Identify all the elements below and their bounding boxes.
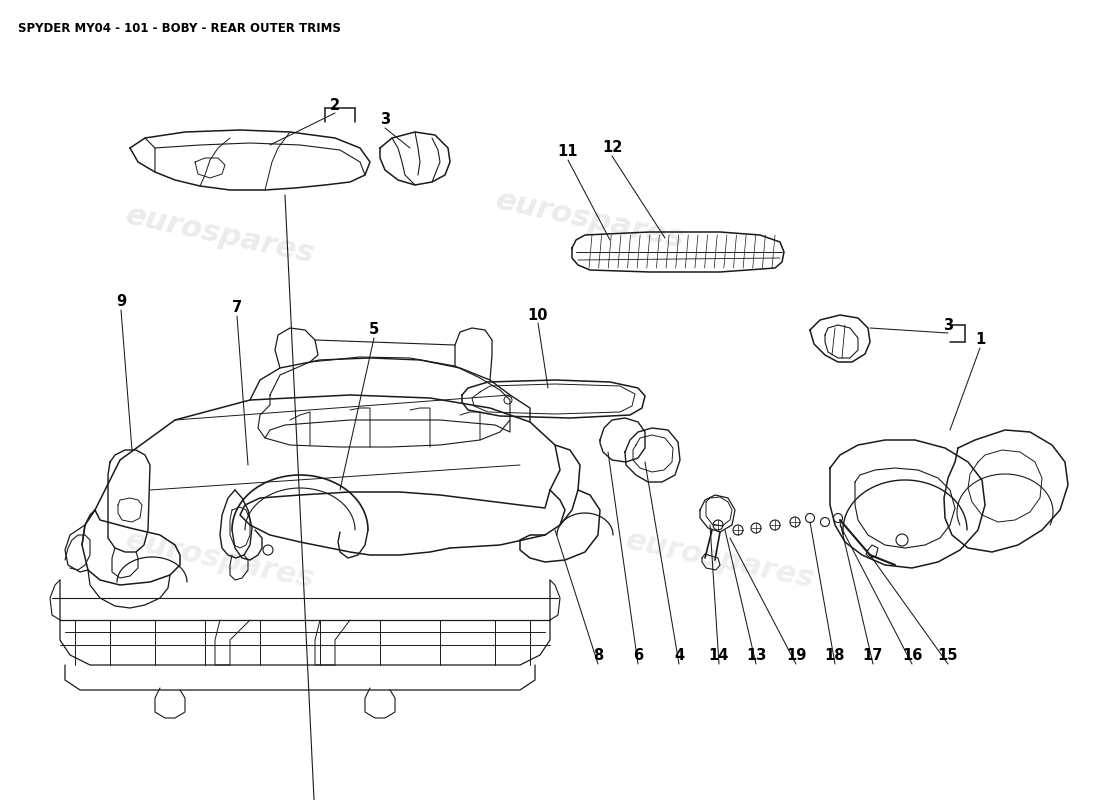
Text: 10: 10 — [528, 307, 548, 322]
Text: 3: 3 — [379, 113, 390, 127]
Text: eurospares: eurospares — [623, 526, 817, 594]
Text: 2: 2 — [330, 98, 340, 113]
Text: 14: 14 — [708, 649, 729, 663]
Text: 9: 9 — [116, 294, 127, 310]
Text: 8: 8 — [593, 649, 603, 663]
Text: 13: 13 — [746, 649, 767, 663]
Text: eurospares: eurospares — [123, 201, 317, 270]
Text: 7: 7 — [232, 301, 242, 315]
Text: 5: 5 — [368, 322, 379, 338]
Text: 1: 1 — [975, 333, 986, 347]
Text: 11: 11 — [558, 145, 579, 159]
Text: eurospares: eurospares — [123, 526, 317, 594]
Text: 6: 6 — [632, 649, 644, 663]
Text: 16: 16 — [902, 649, 922, 663]
Text: eurospares: eurospares — [493, 186, 688, 254]
Text: 4: 4 — [674, 649, 684, 663]
Text: 19: 19 — [785, 649, 806, 663]
Text: 15: 15 — [937, 649, 958, 663]
Text: SPYDER MY04 - 101 - BOBY - REAR OUTER TRIMS: SPYDER MY04 - 101 - BOBY - REAR OUTER TR… — [18, 22, 341, 35]
Text: 12: 12 — [602, 141, 623, 155]
Text: 18: 18 — [825, 649, 845, 663]
Text: 17: 17 — [862, 649, 883, 663]
Text: 3: 3 — [943, 318, 953, 333]
